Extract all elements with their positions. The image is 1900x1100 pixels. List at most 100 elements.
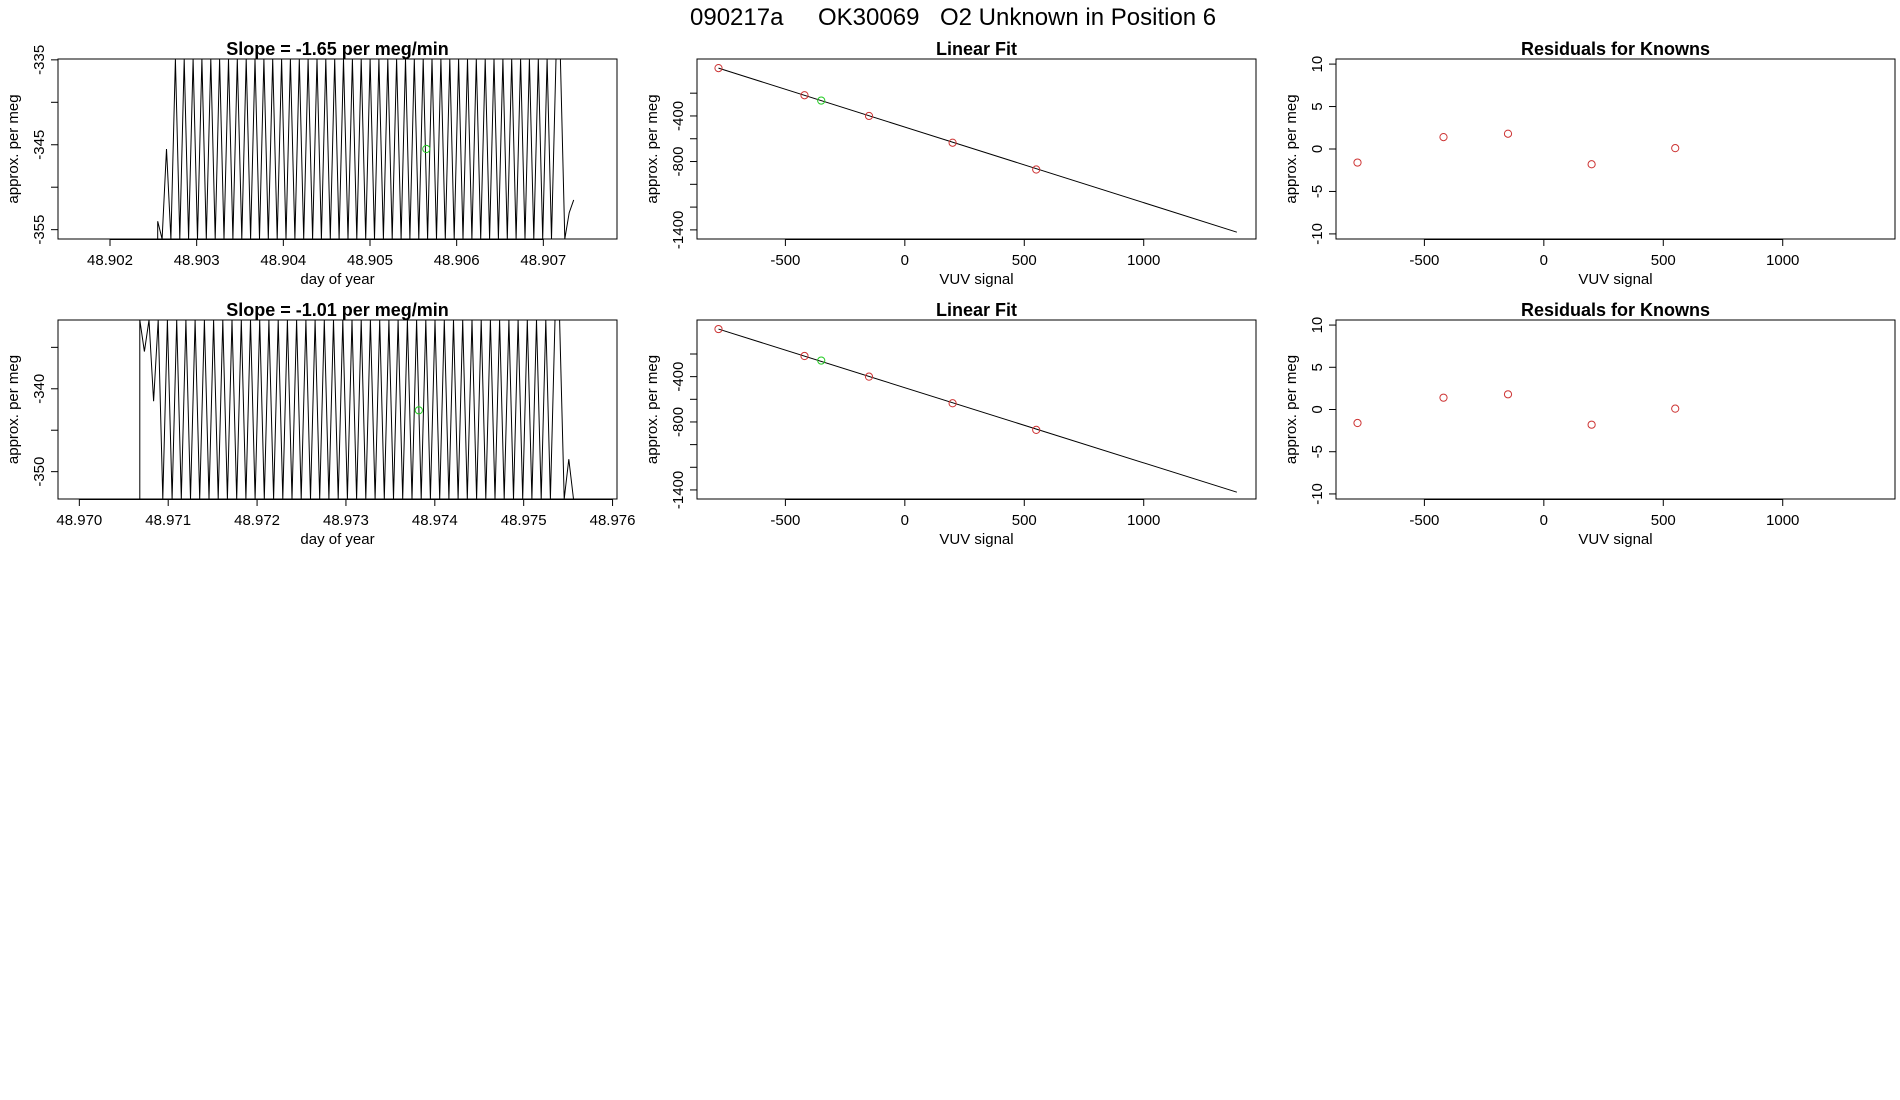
x-tick-label: 48.906 [434,252,480,269]
chart-row1-residuals: Residuals for Knowns -500 0 500 1000 VUV sign… [1283,39,1896,288]
series-line [58,59,575,239]
y-tick-label: 5 [1309,102,1326,110]
chart-row2-timeseries: Slope = -1.01 per meg/min 48.970 48.971 48.… [5,300,636,548]
title-run-id: 090217a [690,4,784,31]
y-axis-title: approx. per meg [1283,355,1300,464]
x-axis-title: VUV signal [1578,271,1652,288]
fit-line [718,328,1238,493]
known-point [1671,144,1680,153]
known-point [948,399,957,408]
y-tick-label: 10 [1309,56,1326,73]
x-tick-label: 48.904 [260,252,306,269]
data-layer [1353,390,1680,429]
y-tick-label: 0 [1309,405,1326,413]
x-tick-label: 0 [1540,512,1548,529]
x-tick-label: 48.903 [174,252,220,269]
x-tick-label: 0 [901,252,909,269]
y-tick-label: -10 [1309,223,1326,245]
y-tick-label: -5 [1309,185,1326,198]
y-tick-label: -800 [670,147,687,177]
y-axis: -400 -800 -1400 approx. per meg [644,92,697,249]
y-tick-label: -355 [31,215,48,245]
x-tick-label: -500 [770,252,800,269]
y-axis-title: approx. per meg [5,355,22,464]
known-point [1439,133,1448,142]
x-axis: -500 0 500 1000 VUV signal [770,239,1160,288]
x-tick-label: 48.902 [87,252,133,269]
x-axis-title: day of year [300,271,374,288]
panel-title: Residuals for Knowns [1521,300,1710,320]
x-tick-label: 48.970 [56,512,102,529]
data-layer [58,59,575,239]
unknown-point [422,144,431,154]
x-axis-title: day of year [300,531,374,548]
y-tick-label: 0 [1309,145,1326,153]
known-point [1587,420,1596,429]
x-axis: -500 0 500 1000 VUV signal [770,499,1160,548]
x-tick-label: 48.905 [347,252,393,269]
x-axis-title: VUV signal [1578,531,1652,548]
x-axis: 48.902 48.903 48.904 48.905 48.906 48.907 day … [87,239,566,288]
panel-title: Residuals for Knowns [1521,39,1710,59]
known-point [1032,425,1041,434]
y-tick-label: -1400 [670,471,687,509]
y-axis-title: approx. per meg [1283,94,1300,203]
y-tick-label: -350 [31,457,48,487]
known-point [1353,158,1362,167]
data-layer [714,64,1238,233]
y-axis: -340 -350 approx. per meg [5,346,58,487]
known-point [1353,418,1362,428]
known-point [864,111,874,121]
x-tick-label: 1000 [1127,512,1160,529]
x-tick-label: 500 [1651,512,1676,529]
known-point [1671,404,1680,413]
x-tick-label: 0 [1540,252,1548,269]
unknown-point [817,96,826,105]
panel-title: Slope = -1.65 per meg/min [226,39,449,59]
data-layer [714,324,1238,493]
y-tick-label: 5 [1309,363,1326,371]
series-line [58,320,574,499]
x-tick-label: -500 [1409,512,1439,529]
x-axis: -500 0 500 1000 VUV signal [1409,499,1799,548]
x-tick-label: -500 [770,512,800,529]
x-axis-title: VUV signal [939,271,1013,288]
plot-frame [1335,58,1896,240]
chart-row1-linear-fit: Linear Fit -500 0 500 1000 VUV signal -400 -800… [644,39,1257,288]
x-tick-label: 500 [1012,252,1037,269]
x-tick-label: 48.971 [145,512,191,529]
y-tick-label: -5 [1309,445,1326,458]
title-tank-id: OK30069 [818,4,919,31]
unknown-point [414,406,423,415]
x-tick-label: 1000 [1127,252,1160,269]
x-tick-label: 48.907 [520,252,566,269]
data-layer [1353,129,1680,169]
y-tick-label: -335 [31,45,48,75]
x-tick-label: 48.972 [234,512,280,529]
panel-title: Slope = -1.01 per meg/min [226,300,449,320]
x-tick-label: 0 [901,512,909,529]
y-tick-label: -10 [1309,483,1326,505]
known-point [1587,160,1596,169]
y-axis-title: approx. per meg [5,94,22,203]
x-axis: 48.970 48.971 48.972 48.973 48.974 48.975 48.9… [56,499,636,548]
chart-row2-residuals: Residuals for Knowns -500 0 500 1000 VUV sign… [1283,300,1896,548]
y-axis: 10 5 0 -5 -10 approx. per meg [1283,56,1336,245]
x-tick-label: 48.976 [590,512,636,529]
plot-frame [1335,319,1896,500]
panel-title: Linear Fit [936,300,1017,320]
known-point [864,372,874,381]
y-tick-label: -1400 [670,211,687,249]
y-axis: -335 -345 -355 approx. per meg [5,45,58,245]
x-tick-label: 48.973 [323,512,369,529]
x-tick-label: 1000 [1766,512,1799,529]
y-tick-label: -340 [31,374,48,404]
title-description: O2 Unknown in Position 6 [940,4,1216,31]
known-point [948,138,957,147]
x-tick-label: 48.975 [501,512,547,529]
known-point [800,91,809,100]
known-point [1439,393,1448,402]
y-axis: -400 -800 -1400 approx. per meg [644,353,697,509]
